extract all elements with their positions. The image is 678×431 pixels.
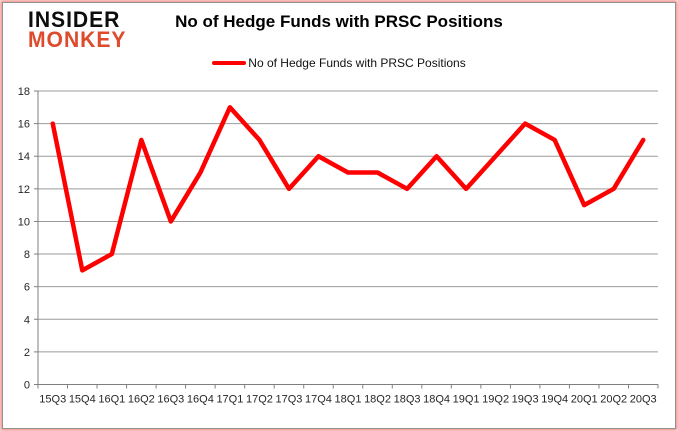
y-tick-label: 10 xyxy=(18,216,30,228)
logo-line-monkey: MONKEY xyxy=(28,27,127,52)
legend-label: No of Hedge Funds with PRSC Positions xyxy=(248,56,466,70)
logo-line-insider: INSIDER xyxy=(28,7,121,32)
x-tick-label: 15Q4 xyxy=(69,394,96,406)
x-tick-label: 16Q4 xyxy=(187,394,214,406)
x-tick-label: 18Q4 xyxy=(423,394,450,406)
data-series-line xyxy=(50,105,646,273)
x-tick-label: 19Q4 xyxy=(541,394,568,406)
x-tick-label: 16Q1 xyxy=(98,394,125,406)
x-tick-label: 17Q1 xyxy=(216,394,243,406)
y-tick-label: 14 xyxy=(18,151,30,163)
y-tick-label: 0 xyxy=(24,380,30,392)
x-tick-label: 20Q1 xyxy=(571,394,598,406)
y-tick-label: 8 xyxy=(24,249,30,261)
x-tick-label: 15Q3 xyxy=(39,394,66,406)
x-tick-label: 20Q3 xyxy=(630,394,657,406)
x-tick-label: 18Q3 xyxy=(394,394,421,406)
x-tick-label: 19Q2 xyxy=(482,394,509,406)
x-tick-label: 18Q1 xyxy=(335,394,362,406)
y-tick-label: 12 xyxy=(18,184,30,196)
x-tick-label: 19Q3 xyxy=(512,394,539,406)
chart-title: No of Hedge Funds with PRSC Positions xyxy=(175,12,503,31)
x-tick-label: 17Q2 xyxy=(246,394,273,406)
legend-line-swatch-icon xyxy=(212,61,247,65)
y-tick-label: 4 xyxy=(24,314,30,326)
y-tick-label: 6 xyxy=(24,282,30,294)
x-tick-label: 16Q2 xyxy=(128,394,155,406)
y-tick-label: 2 xyxy=(24,347,30,359)
chart-legend: No of Hedge Funds with PRSC Positions xyxy=(0,56,678,70)
insider-monkey-logo: INSIDER MONKEY xyxy=(28,7,127,52)
y-tick-label: 16 xyxy=(18,119,30,131)
x-tick-label: 17Q4 xyxy=(305,394,332,406)
x-tick-label: 20Q2 xyxy=(600,394,627,406)
x-tick-label: 16Q3 xyxy=(157,394,184,406)
y-tick-label: 18 xyxy=(18,86,30,98)
x-tick-label: 18Q2 xyxy=(364,394,391,406)
x-tick-label: 19Q1 xyxy=(453,394,480,406)
x-tick-label: 17Q3 xyxy=(275,394,302,406)
